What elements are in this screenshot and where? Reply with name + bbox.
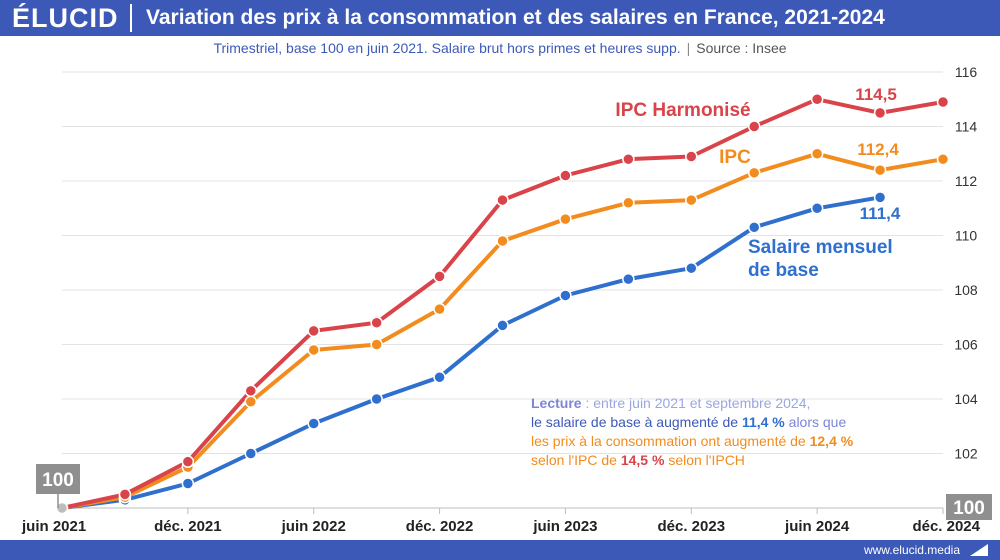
series-end-value-ipc: 112,4: [857, 140, 899, 159]
lecture-ipch-value: 14,5 %: [620, 452, 665, 468]
x-tick-label-2: juin 2022: [281, 518, 346, 535]
point-ipch-5: [370, 316, 383, 329]
point-salaire-12: [810, 202, 824, 215]
point-ipc-10: [685, 193, 698, 207]
series-end-value-salaire: 111,4: [860, 204, 901, 223]
series-points: [55, 93, 950, 515]
series-labels: IPC Harmonisé 114,5 IPC 112,4 Salaire mensue…: [615, 85, 900, 281]
y-tick-label-114: 114: [955, 119, 978, 135]
point-ipch-14: [936, 95, 950, 109]
lecture-lead: Lecture: [531, 395, 582, 411]
origin-point: [55, 501, 69, 515]
brand-logo[interactable]: ÉLUCID: [12, 3, 119, 33]
lecture-line3-a: les prix à la consommation ont augmenté …: [531, 433, 810, 449]
series-name-salaire-1: de base: [748, 260, 819, 281]
lecture-line1: : entre juin 2021 et septembre 2024,: [581, 395, 811, 411]
y-tick-label-108: 108: [954, 282, 978, 298]
baseline-badge-right-box: [946, 494, 992, 520]
point-ipch-8: [559, 169, 572, 182]
point-ipch-6: [433, 270, 446, 283]
header-bar: ÉLUCID Variation des prix à la consommat…: [0, 0, 1000, 36]
y-tick-label-112: 112: [955, 173, 978, 189]
point-ipch-11: [747, 120, 761, 133]
chart-title: Variation des prix à la consommation et …: [146, 6, 885, 29]
series-name-salaire-0: Salaire mensuel: [748, 237, 893, 258]
lecture-ipc-value: 12,4 %: [809, 433, 854, 449]
footer-url[interactable]: www.elucid.media: [863, 543, 960, 557]
point-ipch-9: [622, 152, 635, 166]
point-ipc-8: [559, 212, 572, 226]
series-name-ipch-0: IPC Harmonisé: [615, 100, 750, 121]
x-axis-ticks: juin 2021 déc. 2021 juin 2022 déc. 2022 juin…: [21, 508, 981, 535]
y-tick-label-104: 104: [954, 391, 978, 407]
point-salaire-3: [244, 447, 258, 460]
subtitle-separator: |: [686, 40, 691, 56]
y-tick-label-110: 110: [955, 228, 978, 244]
point-ipch-3: [244, 384, 258, 398]
point-salaire-8: [559, 289, 572, 302]
lecture-line2-b: alors que: [784, 414, 847, 430]
x-tick-label-3: déc. 2022: [406, 518, 474, 535]
point-ipch-10: [685, 150, 698, 163]
point-ipch-7: [496, 193, 509, 207]
point-ipc-5: [370, 338, 383, 351]
lecture-salaire-value: 11,4 %: [741, 414, 785, 430]
subtitle-text: Trimestriel, base 100 en juin 2021. Sala…: [213, 40, 681, 56]
baseline-badge-left-box: [36, 464, 80, 494]
brand-mark-icon: [970, 544, 988, 556]
subtitle-source: Source : Insee: [696, 40, 787, 56]
point-salaire-13: [873, 191, 887, 204]
point-ipc-9: [622, 196, 635, 210]
line-chart: 102 104 106 108 110 112 114 116 juin 2021 déc. 2…: [21, 64, 992, 535]
point-salaire-5: [370, 392, 383, 406]
point-ipch-13: [873, 106, 887, 120]
point-ipc-4: [307, 343, 320, 357]
logo-divider: [130, 4, 132, 32]
point-ipch-1: [118, 488, 132, 501]
point-salaire-10: [685, 261, 698, 275]
point-salaire-11: [747, 221, 761, 234]
reading-note: Lecture : entre juin 2021 et septembre 2…: [531, 394, 853, 470]
point-ipch-12: [810, 93, 824, 106]
lecture-line2-a: le salaire de base à augmenté de: [531, 414, 742, 430]
y-tick-label-102: 102: [954, 446, 978, 462]
series-line-salaire: [60, 195, 883, 510]
chart-subtitle: Trimestriel, base 100 en juin 2021. Sala…: [0, 40, 1000, 56]
point-ipc-3: [244, 395, 258, 408]
x-tick-label-4: juin 2023: [532, 518, 597, 535]
x-tick-label-5: déc. 2023: [658, 518, 726, 535]
y-axis-ticks: 102 104 106 108 110 112 114 116: [954, 64, 978, 462]
grid-lines: [62, 71, 943, 509]
x-tick-label-0: juin 2021: [21, 518, 86, 535]
y-tick-label-106: 106: [954, 337, 978, 353]
x-tick-label-1: déc. 2021: [154, 518, 222, 535]
point-ipc-14: [936, 152, 950, 166]
y-tick-label-116: 116: [955, 64, 978, 80]
lecture-line4-b: selon l'IPCH: [664, 452, 745, 468]
baseline-badge-right-text: 100: [953, 498, 985, 519]
point-ipch-2: [181, 455, 195, 468]
series-name-ipc-0: IPC: [719, 147, 751, 168]
point-ipc-13: [873, 163, 887, 177]
point-ipc-7: [496, 234, 509, 248]
point-salaire-4: [307, 417, 320, 430]
point-salaire-6: [433, 370, 446, 384]
baseline-badge-left-text: 100: [42, 470, 74, 491]
series-end-value-ipch: 114,5: [855, 85, 897, 104]
x-tick-label-6: juin 2024: [784, 518, 850, 535]
point-ipch-4: [307, 324, 320, 338]
point-salaire-2: [181, 477, 195, 490]
point-ipc-6: [433, 302, 446, 316]
point-salaire-9: [622, 272, 635, 286]
footer-bar: www.elucid.media: [0, 540, 1000, 560]
x-tick-label-7: déc. 2024: [912, 518, 980, 535]
point-ipc-12: [810, 147, 824, 160]
point-ipc-11: [747, 166, 761, 180]
point-salaire-7: [496, 319, 509, 332]
lecture-line4-a: selon l'IPC de: [531, 452, 621, 468]
baseline-badges: 100 100: [36, 464, 992, 520]
